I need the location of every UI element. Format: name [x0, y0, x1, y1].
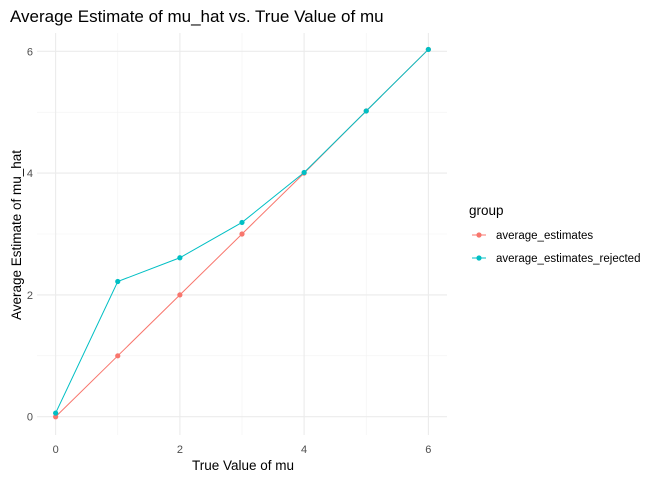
x-tick-label: 2	[177, 444, 183, 456]
legend-title: group	[469, 203, 504, 218]
data-point-average_estimates_rejected	[363, 108, 369, 114]
x-tick-label: 0	[53, 444, 59, 456]
y-axis-title: Average Estimate of mu_hat	[9, 150, 24, 320]
y-tick-label: 2	[27, 290, 33, 302]
legend: group average_estimates average_estimates…	[469, 203, 640, 265]
x-tick-label: 4	[301, 444, 307, 456]
data-point-average_estimates_rejected	[115, 278, 121, 285]
legend-item: average_estimates_rejected	[472, 253, 640, 265]
x-tick-label: 6	[425, 444, 431, 456]
data-point-average_estimates	[177, 292, 183, 298]
y-tick-label: 0	[27, 412, 33, 424]
grid	[37, 33, 447, 435]
x-axis-title: True Value of mu	[192, 458, 294, 473]
legend-key-point	[476, 255, 482, 261]
data-point-average_estimates	[53, 414, 59, 420]
legend-label: average_estimates	[496, 230, 593, 242]
legend-label: average_estimates_rejected	[496, 253, 640, 265]
data-point-average_estimates_rejected	[53, 410, 59, 416]
data-point-average_estimates_rejected	[301, 169, 307, 176]
data-point-average_estimates_rejected	[425, 46, 431, 53]
series-lines	[53, 46, 431, 420]
y-tick-label: 6	[27, 46, 33, 58]
y-tick-label: 4	[27, 168, 33, 180]
legend-key-point	[476, 232, 482, 238]
data-point-average_estimates	[115, 353, 121, 359]
data-point-average_estimates_rejected	[239, 219, 245, 226]
data-point-average_estimates_rejected	[177, 255, 183, 261]
legend-item: average_estimates	[472, 230, 593, 242]
tick-labels: 0 2 4 6 0 2 4 6	[27, 46, 432, 456]
data-point-average_estimates	[239, 231, 245, 237]
chart-title: Average Estimate of mu_hat vs. True Valu…	[10, 7, 384, 26]
